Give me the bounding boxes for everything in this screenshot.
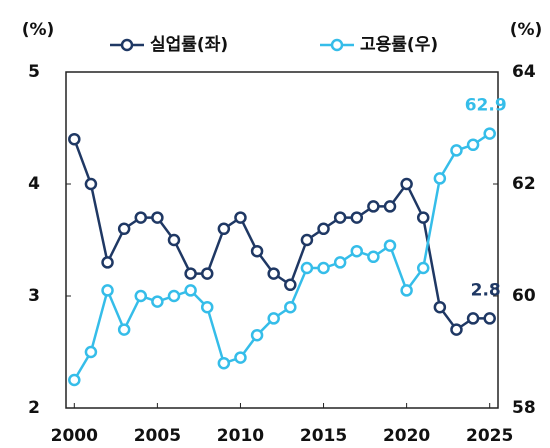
point [200,300,214,314]
point [217,356,231,370]
point [250,244,264,258]
point [383,239,397,252]
point [450,323,463,336]
point [200,267,214,280]
point [151,295,164,308]
point [267,267,280,280]
y-tick-label: 2 [28,398,40,418]
data-label: 62.9 [465,96,507,116]
point [284,300,297,314]
point [317,222,330,236]
point [317,261,330,275]
plot-frame [65,71,499,409]
point [101,284,114,297]
legend-label: 실업률(좌) [150,35,228,55]
point [483,312,496,325]
point [101,256,114,269]
legend-label: 고용률(우) [360,35,438,55]
point [333,256,347,269]
point [483,127,496,140]
y2-tick-label: 60 [512,286,536,306]
point [184,267,197,280]
point [350,211,364,224]
point [450,144,463,157]
point [300,233,314,247]
point [68,132,81,146]
y2-tick-label: 62 [512,174,536,194]
series-line [73,138,490,332]
x-tick-label: 2020 [383,426,430,446]
point [416,211,430,224]
point [68,373,81,387]
point [117,323,131,336]
y-tick-label: 3 [28,286,40,306]
y-tick-label: 5 [28,62,40,82]
point [84,345,98,359]
point [433,172,447,185]
y2-tick-label: 64 [512,62,536,82]
point [167,233,181,247]
point [433,300,447,314]
x-tick-label: 2000 [51,426,98,446]
x-tick-label: 2025 [466,426,513,446]
point [84,177,98,191]
point [234,211,247,224]
x-tick-label: 2015 [300,426,347,446]
point [383,200,397,213]
point [400,177,413,191]
point [250,328,264,342]
point [134,289,148,303]
series-line [73,132,491,381]
legend-marker [330,38,344,52]
point [466,312,480,325]
point [367,200,380,213]
point [333,211,347,224]
point [134,211,148,224]
point [300,261,314,275]
legend-marker [120,38,134,52]
point [167,289,181,303]
x-tick-label: 2010 [217,426,264,446]
point [217,222,231,236]
y2-tick-label: 58 [512,398,536,418]
x-tick-label: 2005 [134,426,181,446]
y2-axis-label: (%) [510,20,543,40]
point [367,250,380,264]
point [267,312,280,325]
point [184,284,197,297]
point [400,284,413,297]
y-axis-label: (%) [22,20,55,40]
point [151,211,164,224]
point [117,222,131,236]
point [466,138,480,152]
point [416,261,430,275]
point [234,351,247,364]
point [350,244,364,258]
point [284,278,297,292]
y-tick-label: 4 [28,174,40,194]
data-label: 2.8 [471,280,501,300]
